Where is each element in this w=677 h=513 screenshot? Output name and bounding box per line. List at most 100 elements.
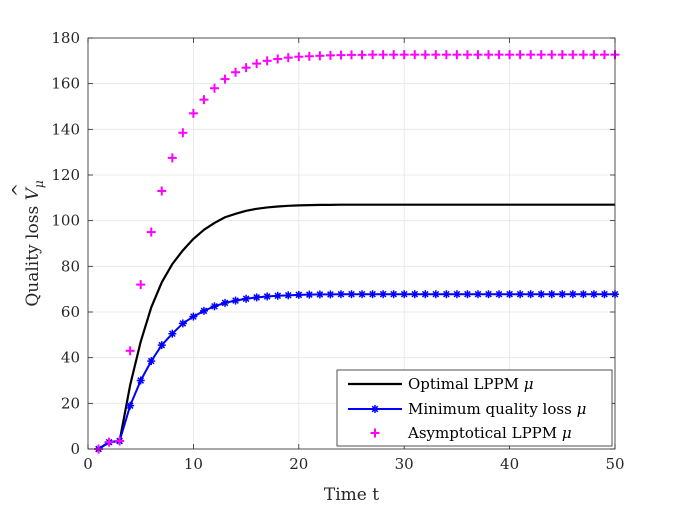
x-tick-label: 20 [289, 455, 308, 473]
y-tick-label: 80 [61, 257, 80, 275]
series-point-3 [231, 67, 241, 77]
series-point-3 [399, 50, 409, 60]
y-axis-label-symbol: V [23, 186, 43, 200]
series-point-3 [505, 50, 515, 60]
series-point-2 [547, 290, 556, 299]
series-point-2 [263, 292, 272, 301]
x-tick-label: 10 [184, 455, 203, 473]
series-point-3 [167, 153, 177, 163]
series-point-2 [568, 290, 577, 299]
series-point-3 [536, 50, 546, 60]
x-tick-label: 50 [605, 455, 624, 473]
series-point-2 [294, 290, 303, 299]
y-axis-label-hat: ^ [9, 183, 29, 197]
series-point-3 [420, 50, 430, 60]
series-point-3 [452, 50, 462, 60]
x-axis-label: Time t [324, 485, 379, 505]
legend-entry-3: Asymptotical LPPM μ [370, 424, 572, 442]
x-tick-label: 40 [500, 455, 519, 473]
series-point-2 [537, 290, 546, 299]
series-point-2 [136, 376, 145, 385]
series-point-3 [578, 50, 588, 60]
series-point-2 [442, 290, 451, 299]
series-point-2 [558, 290, 567, 299]
legend-label-text-2: Minimum quality loss [408, 400, 577, 418]
series-point-2 [358, 290, 367, 299]
series-point-2 [326, 290, 335, 299]
series-point-3 [484, 50, 494, 60]
series-point-2 [484, 290, 493, 299]
series-point-3 [568, 50, 578, 60]
x-tick-label: 0 [83, 455, 93, 473]
series-point-3 [220, 74, 230, 84]
series-point-3 [188, 108, 198, 118]
series-point-3 [262, 56, 272, 66]
series-point-3 [336, 50, 346, 60]
ticks: 0 10 20 30 40 50 0 20 40 60 80 100 120 140 160 180 [51, 29, 624, 473]
series-point-3 [115, 436, 125, 446]
y-axis-label-subscript: μ [32, 180, 46, 188]
y-axis-label: Quality loss Vμ [23, 180, 46, 307]
series-point-3 [294, 52, 304, 62]
legend-label-1: Optimal LPPM μ [408, 375, 533, 393]
series-point-3 [178, 128, 188, 138]
y-tick-label: 100 [51, 212, 80, 230]
legend-entry-1: Optimal LPPM μ [348, 375, 533, 393]
series-point-3 [547, 50, 557, 60]
series-point-2 [210, 302, 219, 311]
y-tick-label: 140 [51, 120, 80, 138]
y-tick-label: 120 [51, 166, 80, 184]
legend-label-text-3: Asymptotical LPPM [407, 424, 562, 442]
series-point-2 [231, 296, 240, 305]
series-point-2 [463, 290, 472, 299]
series-point-3 [410, 50, 420, 60]
plot-frame [87, 37, 616, 450]
series-point-3 [589, 50, 599, 60]
series-point-2 [189, 312, 198, 321]
series-point-3 [494, 50, 504, 60]
series-point-2 [526, 290, 535, 299]
grid [88, 38, 615, 449]
series-point-3 [431, 50, 441, 60]
legend-marker-3 [370, 428, 380, 438]
series-point-3 [209, 83, 219, 93]
series-point-3 [357, 50, 367, 60]
legend-marker-2 [371, 405, 379, 413]
series-point-2 [157, 341, 166, 350]
series-point-3 [199, 95, 209, 105]
series-point-2 [473, 290, 482, 299]
series-point-2 [410, 290, 419, 299]
series-point-3 [389, 50, 399, 60]
series-point-2 [379, 290, 388, 299]
series-point-3 [157, 186, 167, 196]
series-point-3 [283, 53, 293, 63]
series-point-2 [199, 306, 208, 315]
series-point-3 [515, 50, 525, 60]
legend-label-symbol-3: μ [562, 424, 572, 442]
x-tick-label: 30 [395, 455, 414, 473]
series-point-2 [305, 290, 314, 299]
y-tick-label: 180 [51, 29, 80, 47]
series-point-2 [178, 319, 187, 328]
series-point-2 [126, 401, 135, 410]
y-tick-label: 60 [61, 303, 80, 321]
series-point-2 [400, 290, 409, 299]
series-point-2 [221, 298, 230, 307]
series-point-3 [599, 50, 609, 60]
series-point-3 [146, 227, 156, 237]
series-point-2 [147, 357, 156, 366]
legend-label-3: Asymptotical LPPM μ [407, 424, 572, 442]
y-axis-label-text: Quality loss [23, 200, 43, 306]
series-point-3 [315, 51, 325, 61]
series-point-2 [589, 290, 598, 299]
series-point-2 [431, 290, 440, 299]
series-point-3 [473, 50, 483, 60]
series-point-3 [557, 50, 567, 60]
legend-label-2: Minimum quality loss μ [408, 400, 586, 418]
series-point-2 [242, 294, 251, 303]
y-tick-label: 160 [51, 75, 80, 93]
